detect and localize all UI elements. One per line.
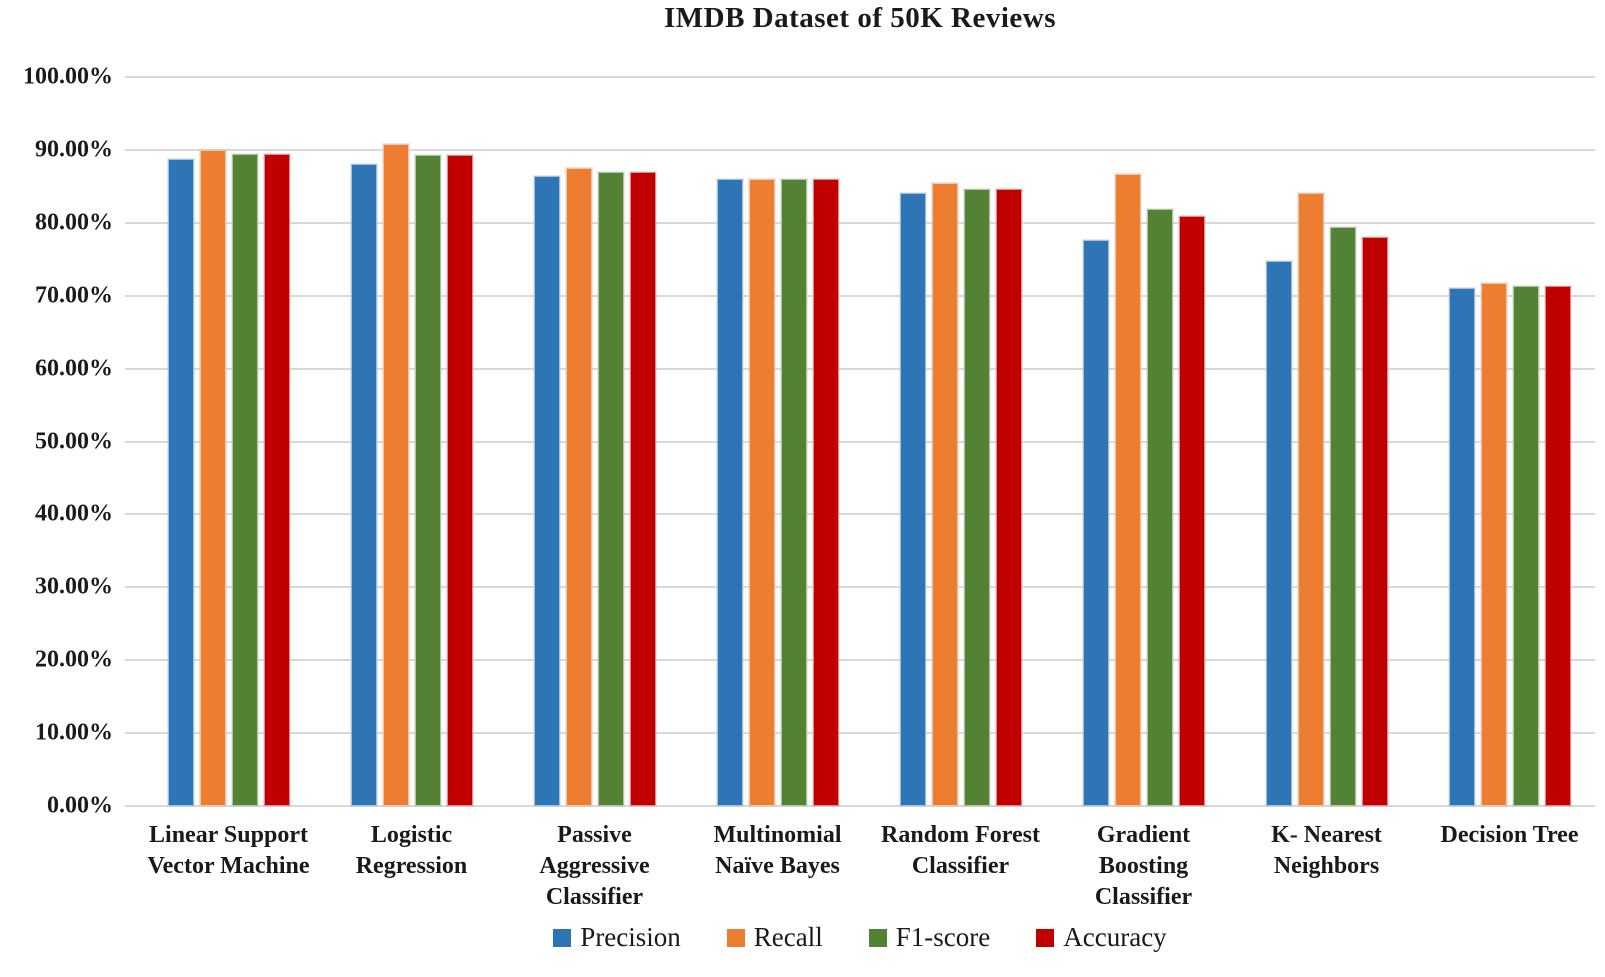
bar-accuracy-group-4 <box>812 179 839 806</box>
bar-recall-group-6 <box>1114 173 1141 806</box>
chart-title: IMDB Dataset of 50K Reviews <box>663 2 1057 34</box>
bar-accuracy-group-5 <box>995 189 1022 806</box>
bar-f1-score-group-8 <box>1512 286 1539 806</box>
legend-swatch-icon <box>726 928 745 947</box>
bar-group-3 <box>503 77 686 806</box>
x-axis-label: Linear Support Vector Machine <box>147 822 310 880</box>
bar-f1-score-group-5 <box>963 189 990 806</box>
bar-group-4 <box>686 77 869 806</box>
legend-item-precision: Precision <box>553 922 681 953</box>
bar-precision-group-2 <box>350 164 377 806</box>
bar-precision-group-5 <box>899 192 926 806</box>
bar-precision-group-7 <box>1265 260 1292 806</box>
bar-precision-group-4 <box>716 179 743 806</box>
y-tick-label: 30.00% <box>35 573 113 600</box>
legend: Precision Recall F1-score Accuracy <box>125 922 1595 953</box>
bar-accuracy-group-7 <box>1361 236 1388 806</box>
bar-accuracy-group-8 <box>1544 286 1571 806</box>
bar-accuracy-group-6 <box>1178 216 1205 806</box>
x-axis-label: Decision Tree <box>1440 822 1579 848</box>
plot-area <box>125 76 1595 807</box>
bar-f1-score-group-2 <box>414 155 441 806</box>
bar-accuracy-group-2 <box>446 155 473 806</box>
legend-item-f1-score: F1-score <box>868 922 991 953</box>
legend-swatch-icon <box>1036 928 1055 947</box>
bar-group-6 <box>1052 77 1235 806</box>
gridline-60 <box>125 367 1595 370</box>
legend-label: Recall <box>753 922 823 952</box>
x-axis-labels: Linear Support Vector Machine Logistic Re… <box>137 820 1601 914</box>
gridline-10 <box>125 732 1595 735</box>
gridline-20 <box>125 659 1595 662</box>
y-tick-label: 50.00% <box>35 428 113 454</box>
bar-f1-score-group-3 <box>597 171 624 806</box>
bar-group-8 <box>1418 77 1601 806</box>
bar-group-1 <box>137 77 320 806</box>
bar-recall-group-1 <box>199 149 226 806</box>
y-tick-label: 60.00% <box>35 355 113 382</box>
bar-accuracy-group-3 <box>629 171 656 806</box>
bar-recall-group-8 <box>1480 282 1507 806</box>
bar-precision-group-8 <box>1448 288 1475 806</box>
bar-f1-score-group-6 <box>1146 208 1173 806</box>
bar-recall-group-5 <box>931 182 958 806</box>
bar-accuracy-group-1 <box>263 153 290 806</box>
legend-swatch-icon <box>868 928 887 947</box>
x-axis-label: Gradient Boosting Classifier <box>1094 822 1193 911</box>
gridline-70 <box>125 294 1595 297</box>
x-axis-label: Logistic Regression <box>355 822 468 880</box>
bar-recall-group-7 <box>1297 192 1324 806</box>
legend-label: Precision <box>580 922 681 952</box>
y-tick-label: 0.00% <box>47 792 113 819</box>
bar-precision-group-3 <box>533 176 560 806</box>
bar-recall-group-3 <box>565 168 592 806</box>
y-tick-label: 90.00% <box>35 136 113 163</box>
bar-recall-group-2 <box>382 144 409 806</box>
bar-group-7 <box>1235 77 1418 806</box>
bar-recall-group-4 <box>748 179 775 806</box>
gridline-0 <box>125 805 1595 807</box>
gridline-40 <box>125 513 1595 516</box>
gridline-100 <box>125 76 1595 78</box>
x-axis-label: K- Nearest Neighbors <box>1271 822 1382 880</box>
y-tick-label: 100.00% <box>23 63 113 90</box>
bar-precision-group-1 <box>167 158 194 806</box>
legend-label: F1-score <box>895 922 991 952</box>
y-tick-label: 10.00% <box>35 719 113 746</box>
bar-f1-score-group-4 <box>780 179 807 806</box>
bar-group-5 <box>869 77 1052 806</box>
bar-precision-group-6 <box>1082 240 1109 806</box>
y-tick-label: 70.00% <box>35 282 113 309</box>
gridline-80 <box>125 221 1595 224</box>
legend-label: Accuracy <box>1063 922 1167 952</box>
x-axis-label: Multinomial Naïve Bayes <box>713 822 842 880</box>
y-tick-label: 20.00% <box>35 646 113 673</box>
legend-item-recall: Recall <box>726 922 823 953</box>
bar-group-2 <box>320 77 503 806</box>
legend-item-accuracy: Accuracy <box>1036 922 1167 953</box>
gridline-90 <box>125 148 1595 151</box>
x-axis-label: Random Forest Classifier <box>881 822 1040 880</box>
y-tick-label: 40.00% <box>35 500 113 527</box>
gridline-50 <box>125 440 1595 443</box>
bar-f1-score-group-7 <box>1329 227 1356 806</box>
y-tick-label: 80.00% <box>35 209 113 236</box>
bars-area <box>137 77 1601 806</box>
x-axis-label: Passive Aggressive Classifier <box>539 822 650 911</box>
y-axis: 0.00% 10.00% 20.00% 30.00% 40.00% 50.00% 60.00… <box>0 64 113 819</box>
legend-swatch-icon <box>553 928 572 947</box>
gridline-30 <box>125 586 1595 589</box>
bar-f1-score-group-1 <box>231 153 258 806</box>
